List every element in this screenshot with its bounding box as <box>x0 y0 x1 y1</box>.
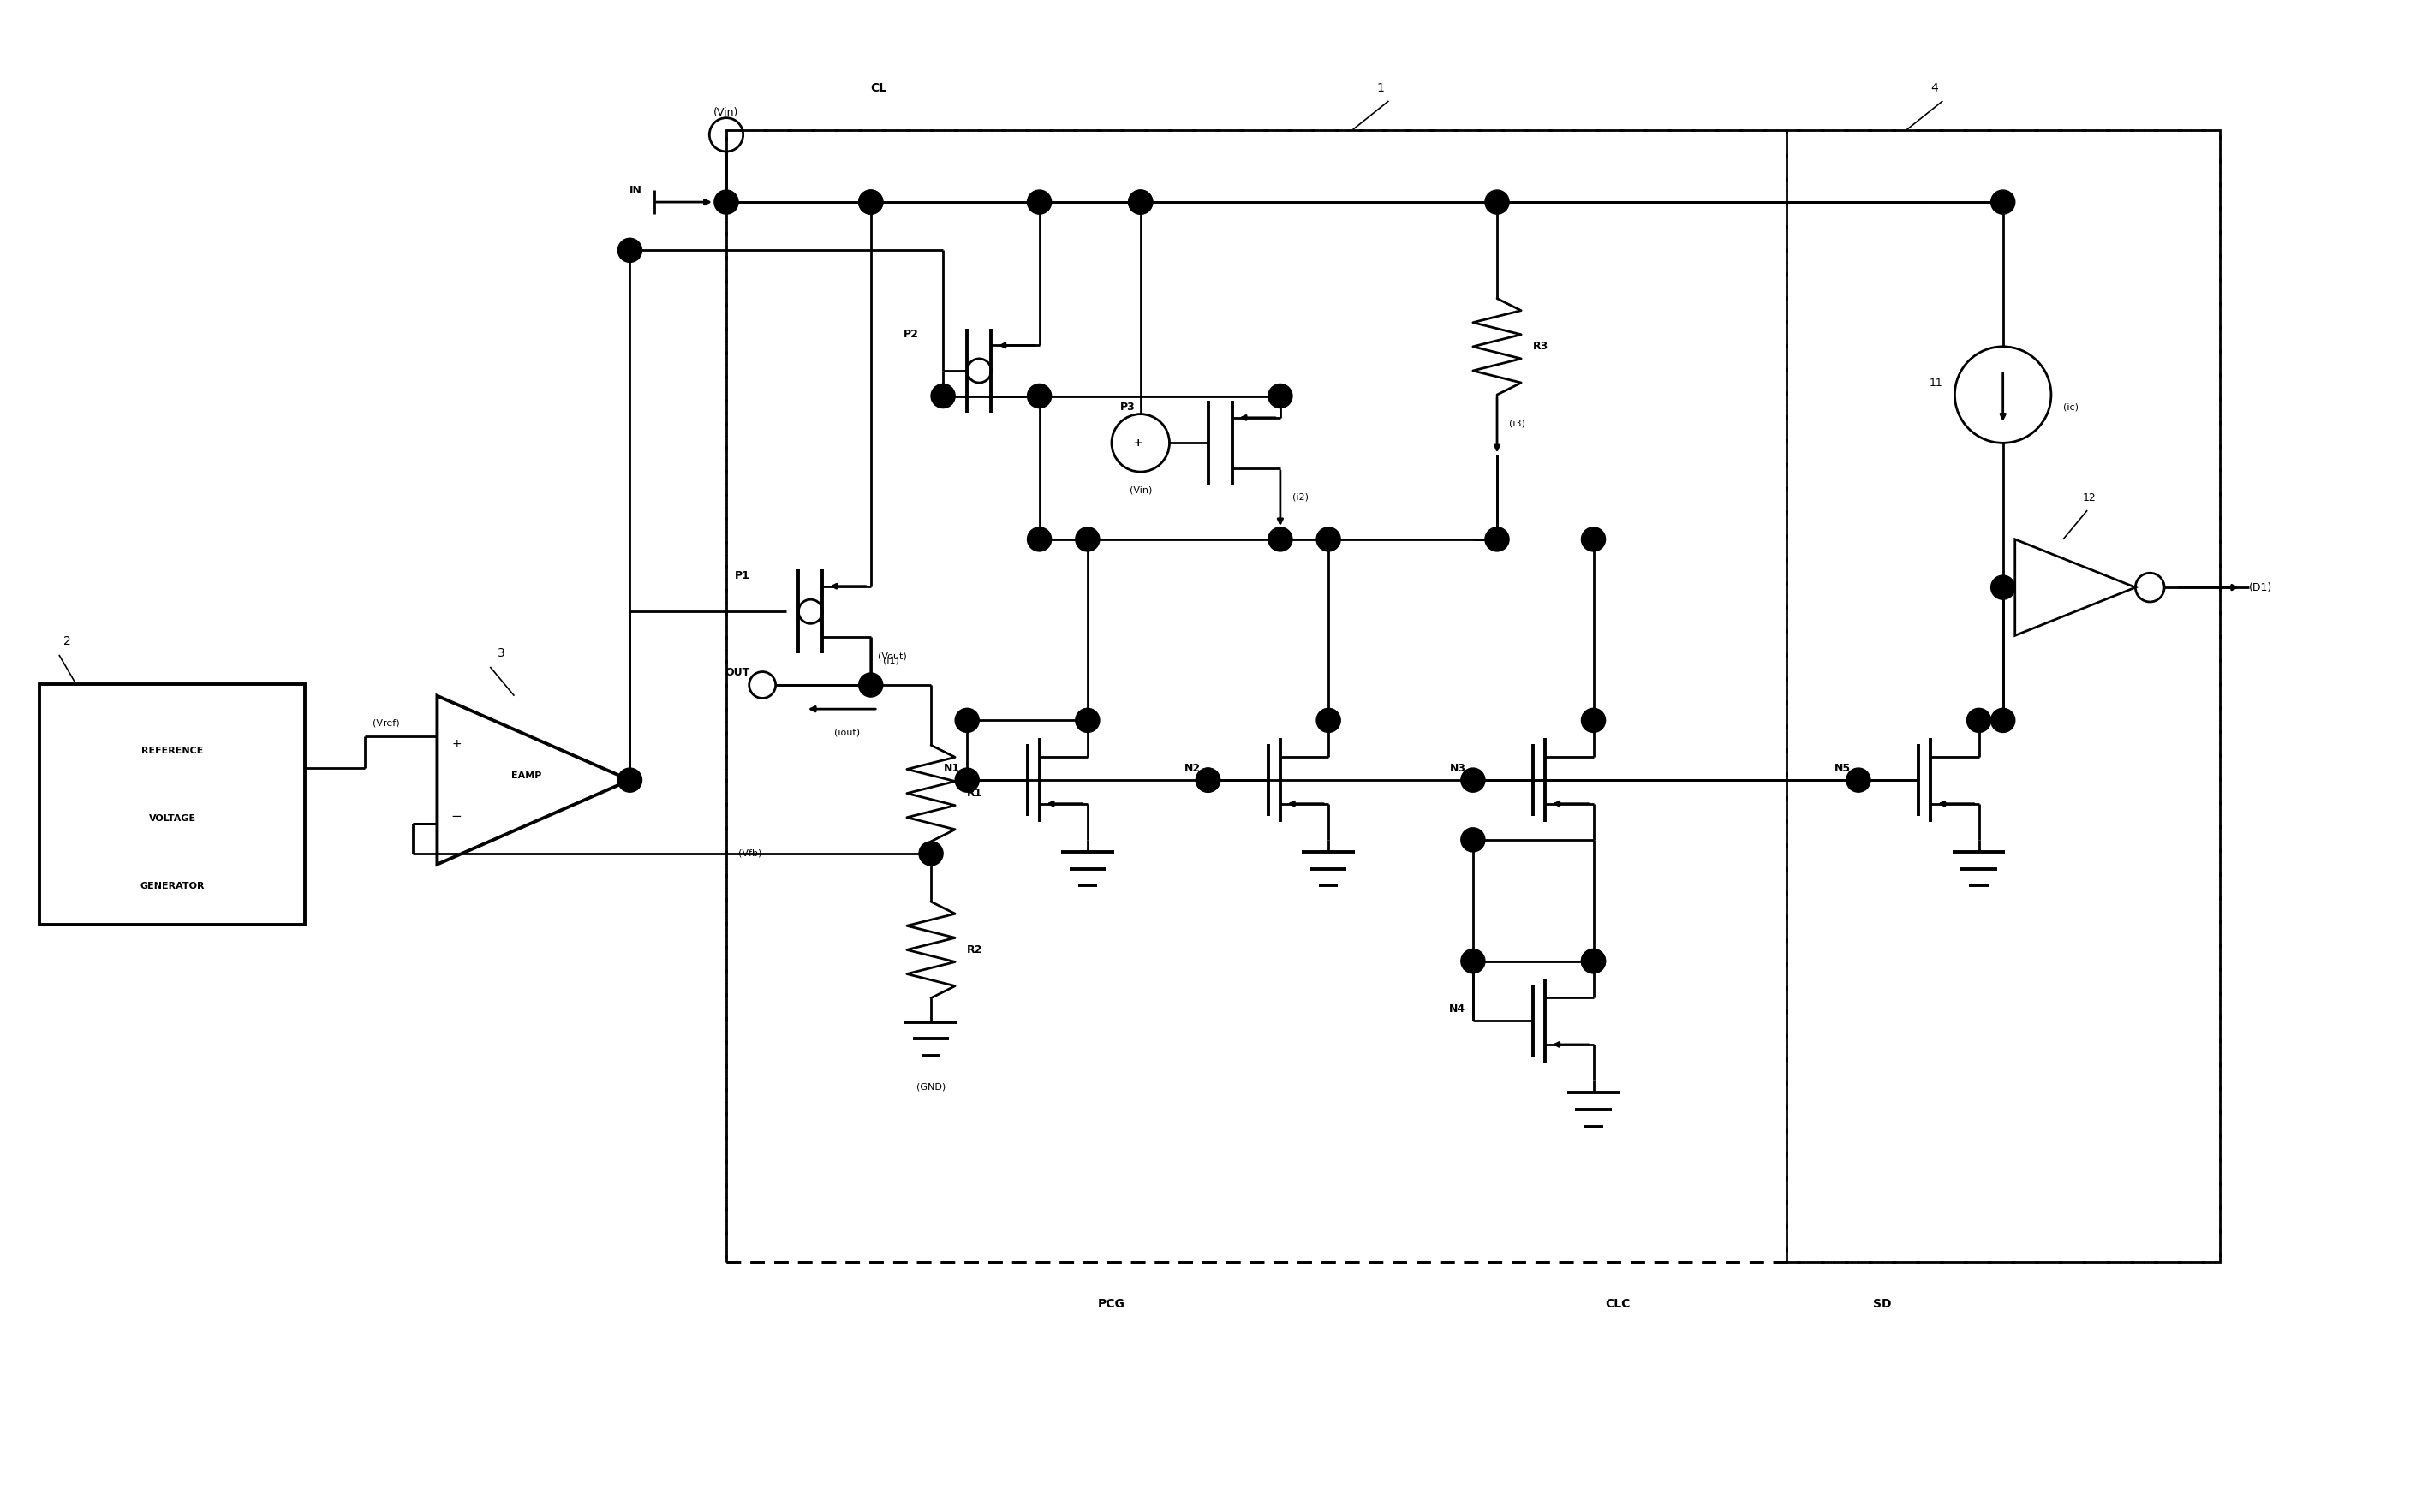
Text: (Vfb): (Vfb) <box>739 850 761 857</box>
Text: 1: 1 <box>1377 82 1384 94</box>
Text: CL: CL <box>870 82 887 94</box>
Circle shape <box>930 384 954 408</box>
Text: P1: P1 <box>734 570 751 581</box>
Text: R1: R1 <box>966 788 983 798</box>
Circle shape <box>1991 576 2015 599</box>
Circle shape <box>1027 528 1051 552</box>
Text: SD: SD <box>1872 1297 1892 1309</box>
Circle shape <box>1196 768 1220 792</box>
Circle shape <box>1486 528 1510 552</box>
Circle shape <box>918 842 942 865</box>
Text: P2: P2 <box>904 330 918 340</box>
Circle shape <box>715 191 739 215</box>
Text: R3: R3 <box>1534 342 1549 352</box>
Text: 2: 2 <box>63 635 72 647</box>
Bar <box>39 683 304 924</box>
Circle shape <box>1075 528 1099 552</box>
Bar <box>1785 130 2220 1261</box>
Circle shape <box>1582 528 1607 552</box>
Circle shape <box>618 239 643 263</box>
Circle shape <box>1317 708 1341 732</box>
Circle shape <box>954 768 978 792</box>
Circle shape <box>1027 191 1051 215</box>
Text: N5: N5 <box>1834 762 1851 774</box>
Circle shape <box>1582 950 1607 974</box>
Circle shape <box>1075 708 1099 732</box>
Circle shape <box>1196 768 1220 792</box>
Text: N2: N2 <box>1184 762 1201 774</box>
Circle shape <box>858 191 882 215</box>
Circle shape <box>1462 827 1486 851</box>
Text: 4: 4 <box>1930 82 1938 94</box>
Circle shape <box>1268 528 1293 552</box>
Text: (i2): (i2) <box>1293 493 1309 502</box>
Circle shape <box>1991 191 2015 215</box>
Bar <box>727 130 1785 1261</box>
Text: EAMP: EAMP <box>512 771 541 780</box>
Text: OUT: OUT <box>725 667 751 679</box>
Circle shape <box>1128 191 1152 215</box>
Circle shape <box>1268 384 1293 408</box>
Text: (ic): (ic) <box>2063 402 2078 411</box>
Circle shape <box>1462 950 1486 974</box>
Bar <box>727 130 2220 1261</box>
Circle shape <box>1027 384 1051 408</box>
Text: (Vin): (Vin) <box>1128 487 1152 494</box>
Text: (Vref): (Vref) <box>372 718 399 727</box>
Text: N4: N4 <box>1450 1004 1467 1015</box>
Circle shape <box>1967 708 1991 732</box>
Text: R2: R2 <box>966 945 983 956</box>
Text: (D1): (D1) <box>2249 582 2271 593</box>
Text: 3: 3 <box>498 647 505 659</box>
Circle shape <box>954 708 978 732</box>
Text: (Vout): (Vout) <box>877 652 906 661</box>
Circle shape <box>618 768 643 792</box>
Circle shape <box>1846 768 1870 792</box>
Text: 12: 12 <box>2083 491 2097 503</box>
Circle shape <box>1462 768 1486 792</box>
Circle shape <box>1582 950 1607 974</box>
Text: +: + <box>452 738 461 750</box>
Text: 11: 11 <box>1930 376 1942 389</box>
Circle shape <box>858 191 882 215</box>
Text: VOLTAGE: VOLTAGE <box>147 815 196 823</box>
Circle shape <box>858 673 882 697</box>
Text: GENERATOR: GENERATOR <box>140 881 205 891</box>
Text: (iout): (iout) <box>834 729 860 736</box>
Circle shape <box>1991 708 2015 732</box>
Text: N1: N1 <box>945 762 959 774</box>
Circle shape <box>1128 191 1152 215</box>
Text: +: + <box>1133 437 1143 449</box>
Text: −: − <box>452 810 461 823</box>
Text: N3: N3 <box>1450 762 1467 774</box>
Text: (i3): (i3) <box>1510 419 1524 428</box>
Circle shape <box>1582 708 1607 732</box>
Circle shape <box>1317 528 1341 552</box>
Text: (GND): (GND) <box>916 1083 945 1090</box>
Text: PCG: PCG <box>1097 1297 1126 1309</box>
Text: CLC: CLC <box>1604 1297 1631 1309</box>
Text: (Vin): (Vin) <box>713 107 739 118</box>
Text: IN: IN <box>628 184 643 195</box>
Circle shape <box>1486 191 1510 215</box>
Text: REFERENCE: REFERENCE <box>140 747 203 756</box>
Text: P3: P3 <box>1121 401 1136 413</box>
Text: (i1): (i1) <box>882 656 899 665</box>
